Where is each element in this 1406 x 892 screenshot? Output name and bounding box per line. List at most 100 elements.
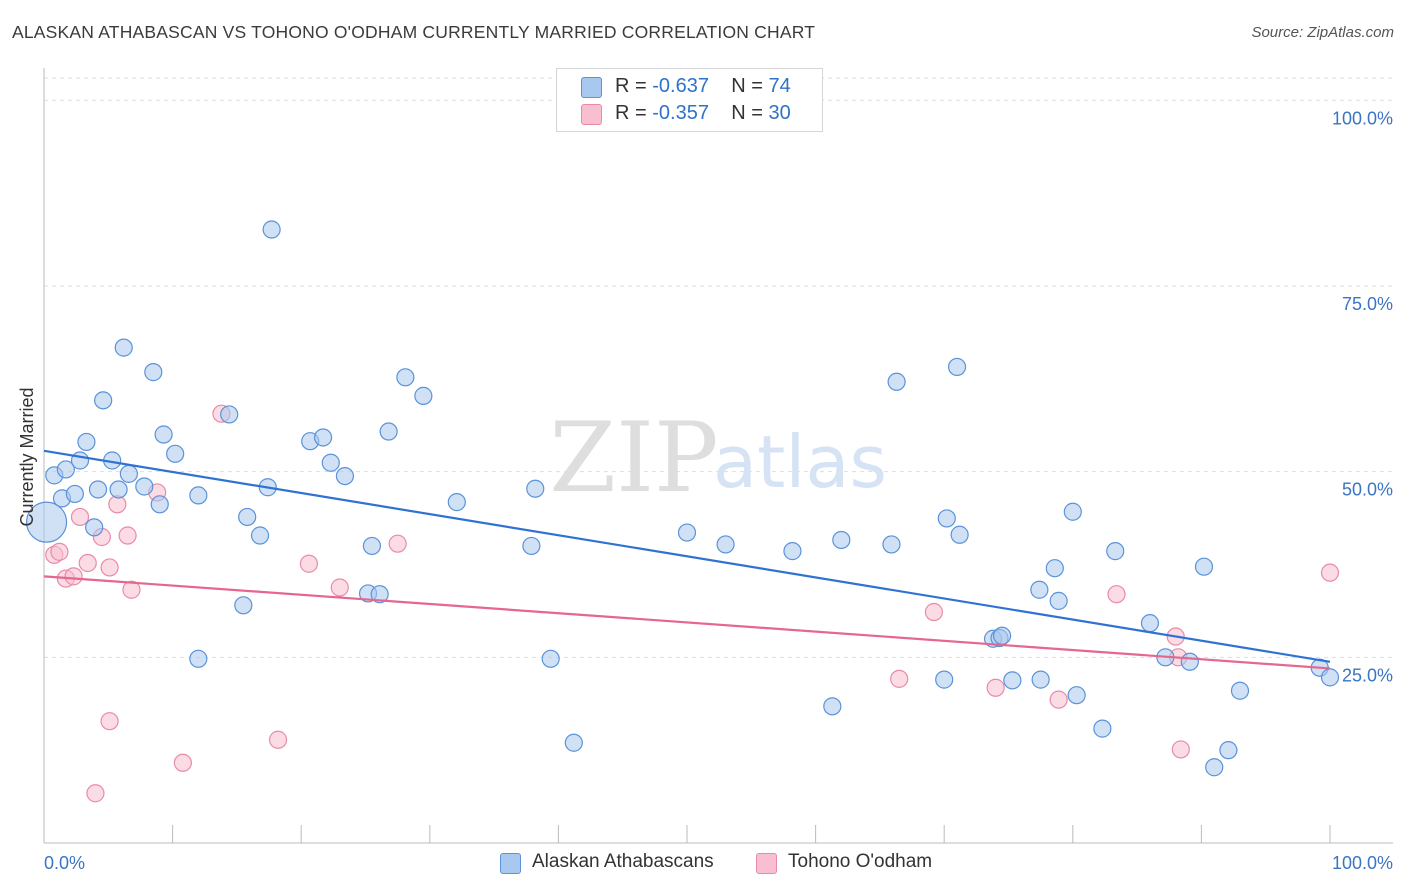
alaskan-athabascan-point — [1030, 580, 1049, 599]
legend-label: Tohono O'odham — [788, 851, 933, 872]
r-value: -0.357 — [652, 102, 709, 124]
alaskan-athabascan-point — [166, 444, 185, 463]
tohono-oodham-point — [1320, 563, 1340, 582]
r-label: R = — [615, 102, 647, 124]
alaskan-athabascan-point — [70, 451, 90, 470]
y-tick-label: 50.0% — [1342, 480, 1393, 500]
alaskan-athabascan-point — [25, 501, 68, 543]
alaskan-athabascan-point — [154, 425, 173, 444]
alaskan-athabascan-point — [935, 670, 954, 689]
alaskan-athabascan-point — [189, 649, 208, 668]
tohono-oodham-point — [70, 507, 90, 527]
pink-swatch — [756, 853, 777, 874]
alaskan-athabascan-point — [992, 626, 1012, 645]
source-credit: Source: ZipAtlas.com — [1251, 24, 1394, 41]
n-value: 30 — [768, 102, 791, 124]
tohono-oodham-point — [1171, 740, 1190, 759]
tohono-oodham-point — [330, 578, 349, 597]
tohono-oodham-point — [78, 553, 97, 573]
alaskan-athabascan-point — [220, 405, 239, 424]
tohono-oodham-point — [86, 784, 105, 803]
pink-swatch — [581, 104, 602, 125]
alaskan-athabascan-point — [1205, 758, 1224, 777]
tohono-oodham-point — [122, 580, 141, 599]
alaskan-athabascan-point — [262, 220, 281, 239]
alaskan-athabascan-point — [1003, 671, 1022, 690]
tohono-oodham-point — [388, 534, 407, 553]
chart-title: ALASKAN ATHABASCAN VS TOHONO O'ODHAM CUR… — [12, 22, 816, 42]
alaskan-athabascan-point — [396, 368, 415, 387]
tohono-oodham-trend-line — [43, 575, 1331, 670]
alaskan-athabascan-trend-line — [43, 449, 1331, 663]
alaskan-athabascan-point — [447, 492, 466, 512]
tohono-oodham-point — [173, 753, 192, 772]
alaskan-athabascan-point — [1049, 591, 1068, 610]
alaskan-athabascan-point — [114, 338, 133, 357]
alaskan-athabascan-point — [947, 357, 967, 377]
alaskan-athabascan-point — [677, 523, 697, 542]
x-tick-label-min: 0.0% — [44, 853, 85, 873]
alaskan-athabascan-point — [135, 477, 154, 496]
y-tick-label: 100.0% — [1332, 108, 1393, 128]
watermark: ZIP atlas — [549, 402, 887, 514]
n-label: N = — [731, 102, 763, 124]
alaskan-athabascan-point — [1140, 614, 1160, 633]
trend-layer — [43, 449, 1331, 670]
alaskan-athabascan-point — [321, 453, 340, 472]
y-axis-label: Currently Married — [17, 387, 37, 526]
tohono-oodham-point — [268, 730, 288, 749]
alaskan-athabascan-point — [109, 480, 128, 499]
alaskan-athabascan-point — [77, 432, 96, 452]
r-label: R = — [615, 75, 647, 97]
watermark-zip: ZIP — [549, 402, 718, 514]
alaskan-athabascan-point — [937, 509, 956, 528]
legend-label: Alaskan Athabascans — [532, 851, 714, 872]
alaskan-athabascan-point — [783, 542, 802, 561]
alaskan-athabascan-point — [823, 697, 842, 716]
alaskan-athabascan-point — [362, 536, 382, 556]
alaskan-athabascan-point — [313, 428, 333, 447]
alaskan-athabascan-point — [832, 530, 851, 550]
watermark-atlas: atlas — [713, 420, 887, 504]
r-value: -0.637 — [652, 75, 709, 97]
y-tick-label: 25.0% — [1342, 665, 1393, 685]
alaskan-athabascan-point — [150, 495, 169, 514]
alaskan-athabascan-point — [1230, 681, 1250, 700]
alaskan-athabascan-point — [414, 386, 433, 405]
tohono-oodham-point — [100, 558, 119, 577]
alaskan-athabascan-point — [541, 649, 560, 668]
alaskan-athabascan-point — [335, 466, 355, 486]
alaskan-athabascan-point — [1067, 686, 1086, 705]
alaskan-athabascan-point — [1045, 559, 1064, 578]
blue-swatch — [581, 77, 602, 98]
alaskan-athabascan-point — [189, 486, 208, 505]
n-value: 74 — [768, 75, 791, 97]
blue-points — [25, 220, 1340, 777]
alaskan-athabascan-point — [522, 536, 541, 556]
tohono-oodham-point — [1049, 690, 1068, 709]
alaskan-athabascan-point — [1194, 557, 1214, 576]
alaskan-athabascan-point — [716, 535, 735, 554]
grid-layer — [44, 77, 1393, 658]
axis-layer: 25.0% 50.0% 75.0% 100.0% — [43, 68, 1393, 844]
alaskan-athabascan-point — [250, 526, 270, 545]
alaskan-athabascan-point — [94, 391, 113, 410]
alaskan-athabascan-point — [379, 422, 398, 441]
alaskan-athabascan-point — [1219, 741, 1238, 760]
tohono-oodham-point — [1107, 585, 1126, 604]
y-tick-label: 75.0% — [1342, 294, 1393, 314]
alaskan-athabascan-point — [85, 518, 104, 537]
alaskan-athabascan-point — [144, 363, 163, 382]
stats-legend: R = -0.637 N = 74 R = -0.357 N = 30 — [556, 68, 823, 132]
alaskan-athabascan-point — [370, 585, 389, 604]
alaskan-athabascan-point — [887, 372, 906, 391]
alaskan-athabascan-point — [119, 464, 138, 483]
alaskan-athabascan-point — [234, 596, 253, 615]
n-label: N = — [731, 75, 763, 97]
tohono-oodham-point — [50, 542, 69, 561]
alaskan-athabascan-point — [1106, 542, 1125, 561]
alaskan-athabascan-point — [65, 484, 84, 504]
tohono-oodham-point — [118, 526, 137, 545]
alaskan-athabascan-point — [1320, 668, 1340, 687]
